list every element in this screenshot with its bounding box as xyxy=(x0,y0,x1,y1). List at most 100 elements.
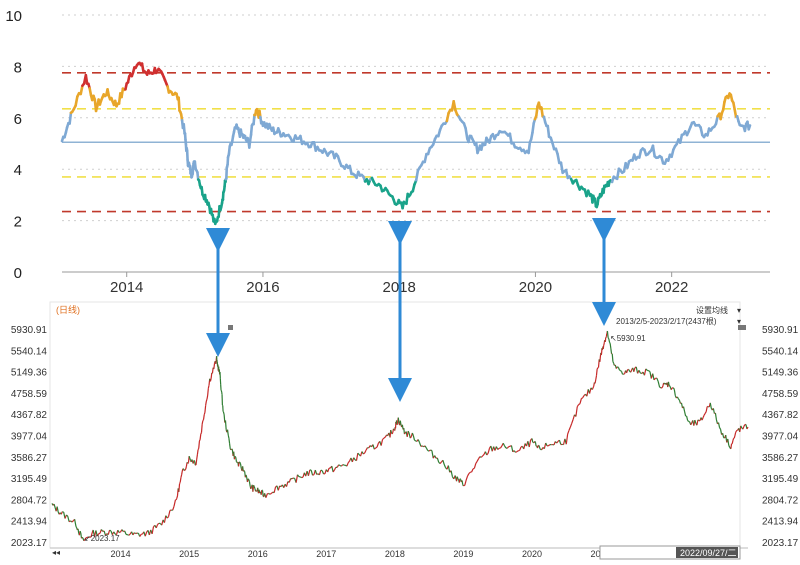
top-y-tick-label: 4 xyxy=(14,162,22,179)
bottom-y-tick-label-left: 3977.04 xyxy=(11,432,48,443)
price-segment xyxy=(414,440,415,441)
bottom-y-tick-label-left: 5540.14 xyxy=(11,346,48,357)
top-x-tick-label: 2014 xyxy=(110,279,143,296)
price-segment xyxy=(223,412,224,415)
top-y-tick-label: 0 xyxy=(14,265,22,282)
top-y-tick-label: 10 xyxy=(5,8,22,25)
price-segment xyxy=(246,475,247,478)
price-segment xyxy=(205,406,206,413)
top-series-segment xyxy=(653,146,655,156)
price-segment xyxy=(660,387,661,388)
price-segment xyxy=(210,379,211,382)
scroll-left-icon[interactable]: ◂◂ xyxy=(52,548,60,557)
price-segment xyxy=(199,441,200,448)
price-segment xyxy=(185,469,186,470)
price-segment xyxy=(473,468,474,469)
price-segment xyxy=(732,441,733,444)
top-series-segment xyxy=(76,97,78,106)
price-segment xyxy=(614,363,615,365)
top-series-segment xyxy=(254,115,255,124)
price-segment xyxy=(669,385,670,386)
price-segment xyxy=(673,388,674,390)
scroll-handle-top[interactable] xyxy=(738,325,746,330)
max-value-label: ↖5930.91 xyxy=(610,334,646,343)
price-segment xyxy=(612,354,613,362)
price-segment xyxy=(189,456,190,458)
price-segment xyxy=(176,498,177,499)
price-segment xyxy=(613,362,614,364)
price-segment xyxy=(201,424,202,433)
top-series-segment xyxy=(510,134,512,144)
price-segment xyxy=(410,437,411,438)
price-segment xyxy=(208,385,209,388)
price-segment xyxy=(668,382,669,386)
price-segment xyxy=(404,433,405,434)
price-segment xyxy=(76,526,77,527)
price-segment xyxy=(431,450,432,451)
bottom-x-tick-label: 2016 xyxy=(248,549,268,559)
price-segment xyxy=(179,484,180,492)
price-segment xyxy=(199,439,200,441)
top-y-tick-label: 2 xyxy=(14,214,22,231)
price-segment xyxy=(300,477,301,478)
price-segment xyxy=(579,404,580,405)
price-segment xyxy=(196,459,197,465)
price-segment xyxy=(249,480,250,482)
price-segment xyxy=(78,529,79,533)
price-segment xyxy=(734,435,735,438)
price-segment xyxy=(228,435,229,438)
price-segment xyxy=(597,368,598,369)
price-segment xyxy=(180,478,181,482)
marker-handle[interactable] xyxy=(228,325,233,330)
price-segment xyxy=(192,459,193,461)
top-series-segment xyxy=(179,98,180,111)
price-segment xyxy=(600,355,601,362)
bottom-y-tick-label-right: 2023.17 xyxy=(762,538,799,549)
bottom-y-tick-label-right: 2804.72 xyxy=(762,495,799,506)
price-segment xyxy=(462,480,463,484)
top-panel: 024681020142016201820202022 xyxy=(5,8,770,296)
bottom-y-tick-label-left: 5930.91 xyxy=(11,325,48,336)
price-segment xyxy=(214,363,215,369)
top-series-segment xyxy=(251,126,252,135)
indicator-settings-menu[interactable]: 设置均线 xyxy=(696,305,728,315)
top-y-tick-label: 6 xyxy=(14,111,22,128)
top-series-segment xyxy=(541,108,542,117)
price-segment xyxy=(517,451,518,452)
bottom-y-tick-label-left: 3195.49 xyxy=(11,474,48,485)
bottom-y-tick-label-right: 5149.36 xyxy=(762,368,799,379)
bottom-y-tick-label-right: 5540.14 xyxy=(762,346,799,357)
price-segment xyxy=(203,420,204,421)
price-segment xyxy=(617,367,618,368)
price-segment xyxy=(240,462,241,464)
bottom-y-tick-label-right: 4367.82 xyxy=(762,410,799,421)
price-segment xyxy=(198,448,199,449)
price-segment xyxy=(110,530,111,531)
price-segment xyxy=(608,338,609,339)
date-tooltip: 2022/09/27/二 xyxy=(680,548,737,558)
price-segment xyxy=(339,465,340,466)
top-series-segment xyxy=(70,113,71,124)
top-y-tick-label: 8 xyxy=(14,59,22,76)
price-segment xyxy=(607,331,608,338)
price-segment xyxy=(230,444,231,449)
bottom-y-tick-label-left: 5149.36 xyxy=(11,368,48,379)
price-segment xyxy=(689,421,690,422)
price-segment xyxy=(177,496,178,498)
bottom-y-tick-label-left: 4367.82 xyxy=(11,410,48,421)
price-segment xyxy=(82,537,83,538)
top-x-tick-label: 2020 xyxy=(519,279,552,296)
top-series-segment xyxy=(184,124,185,133)
settings-dropdown-icon[interactable]: ▾ xyxy=(737,306,741,315)
price-segment xyxy=(343,465,344,466)
bottom-x-tick-label: 2014 xyxy=(111,549,131,559)
range-dropdown-icon[interactable]: ▾ xyxy=(737,317,741,326)
price-segment xyxy=(393,429,394,430)
price-segment xyxy=(292,478,293,479)
price-segment xyxy=(532,439,533,442)
price-segment xyxy=(188,463,189,464)
price-segment xyxy=(620,371,621,372)
bottom-y-tick-label-left: 4758.59 xyxy=(11,389,48,400)
price-segment xyxy=(200,434,201,439)
